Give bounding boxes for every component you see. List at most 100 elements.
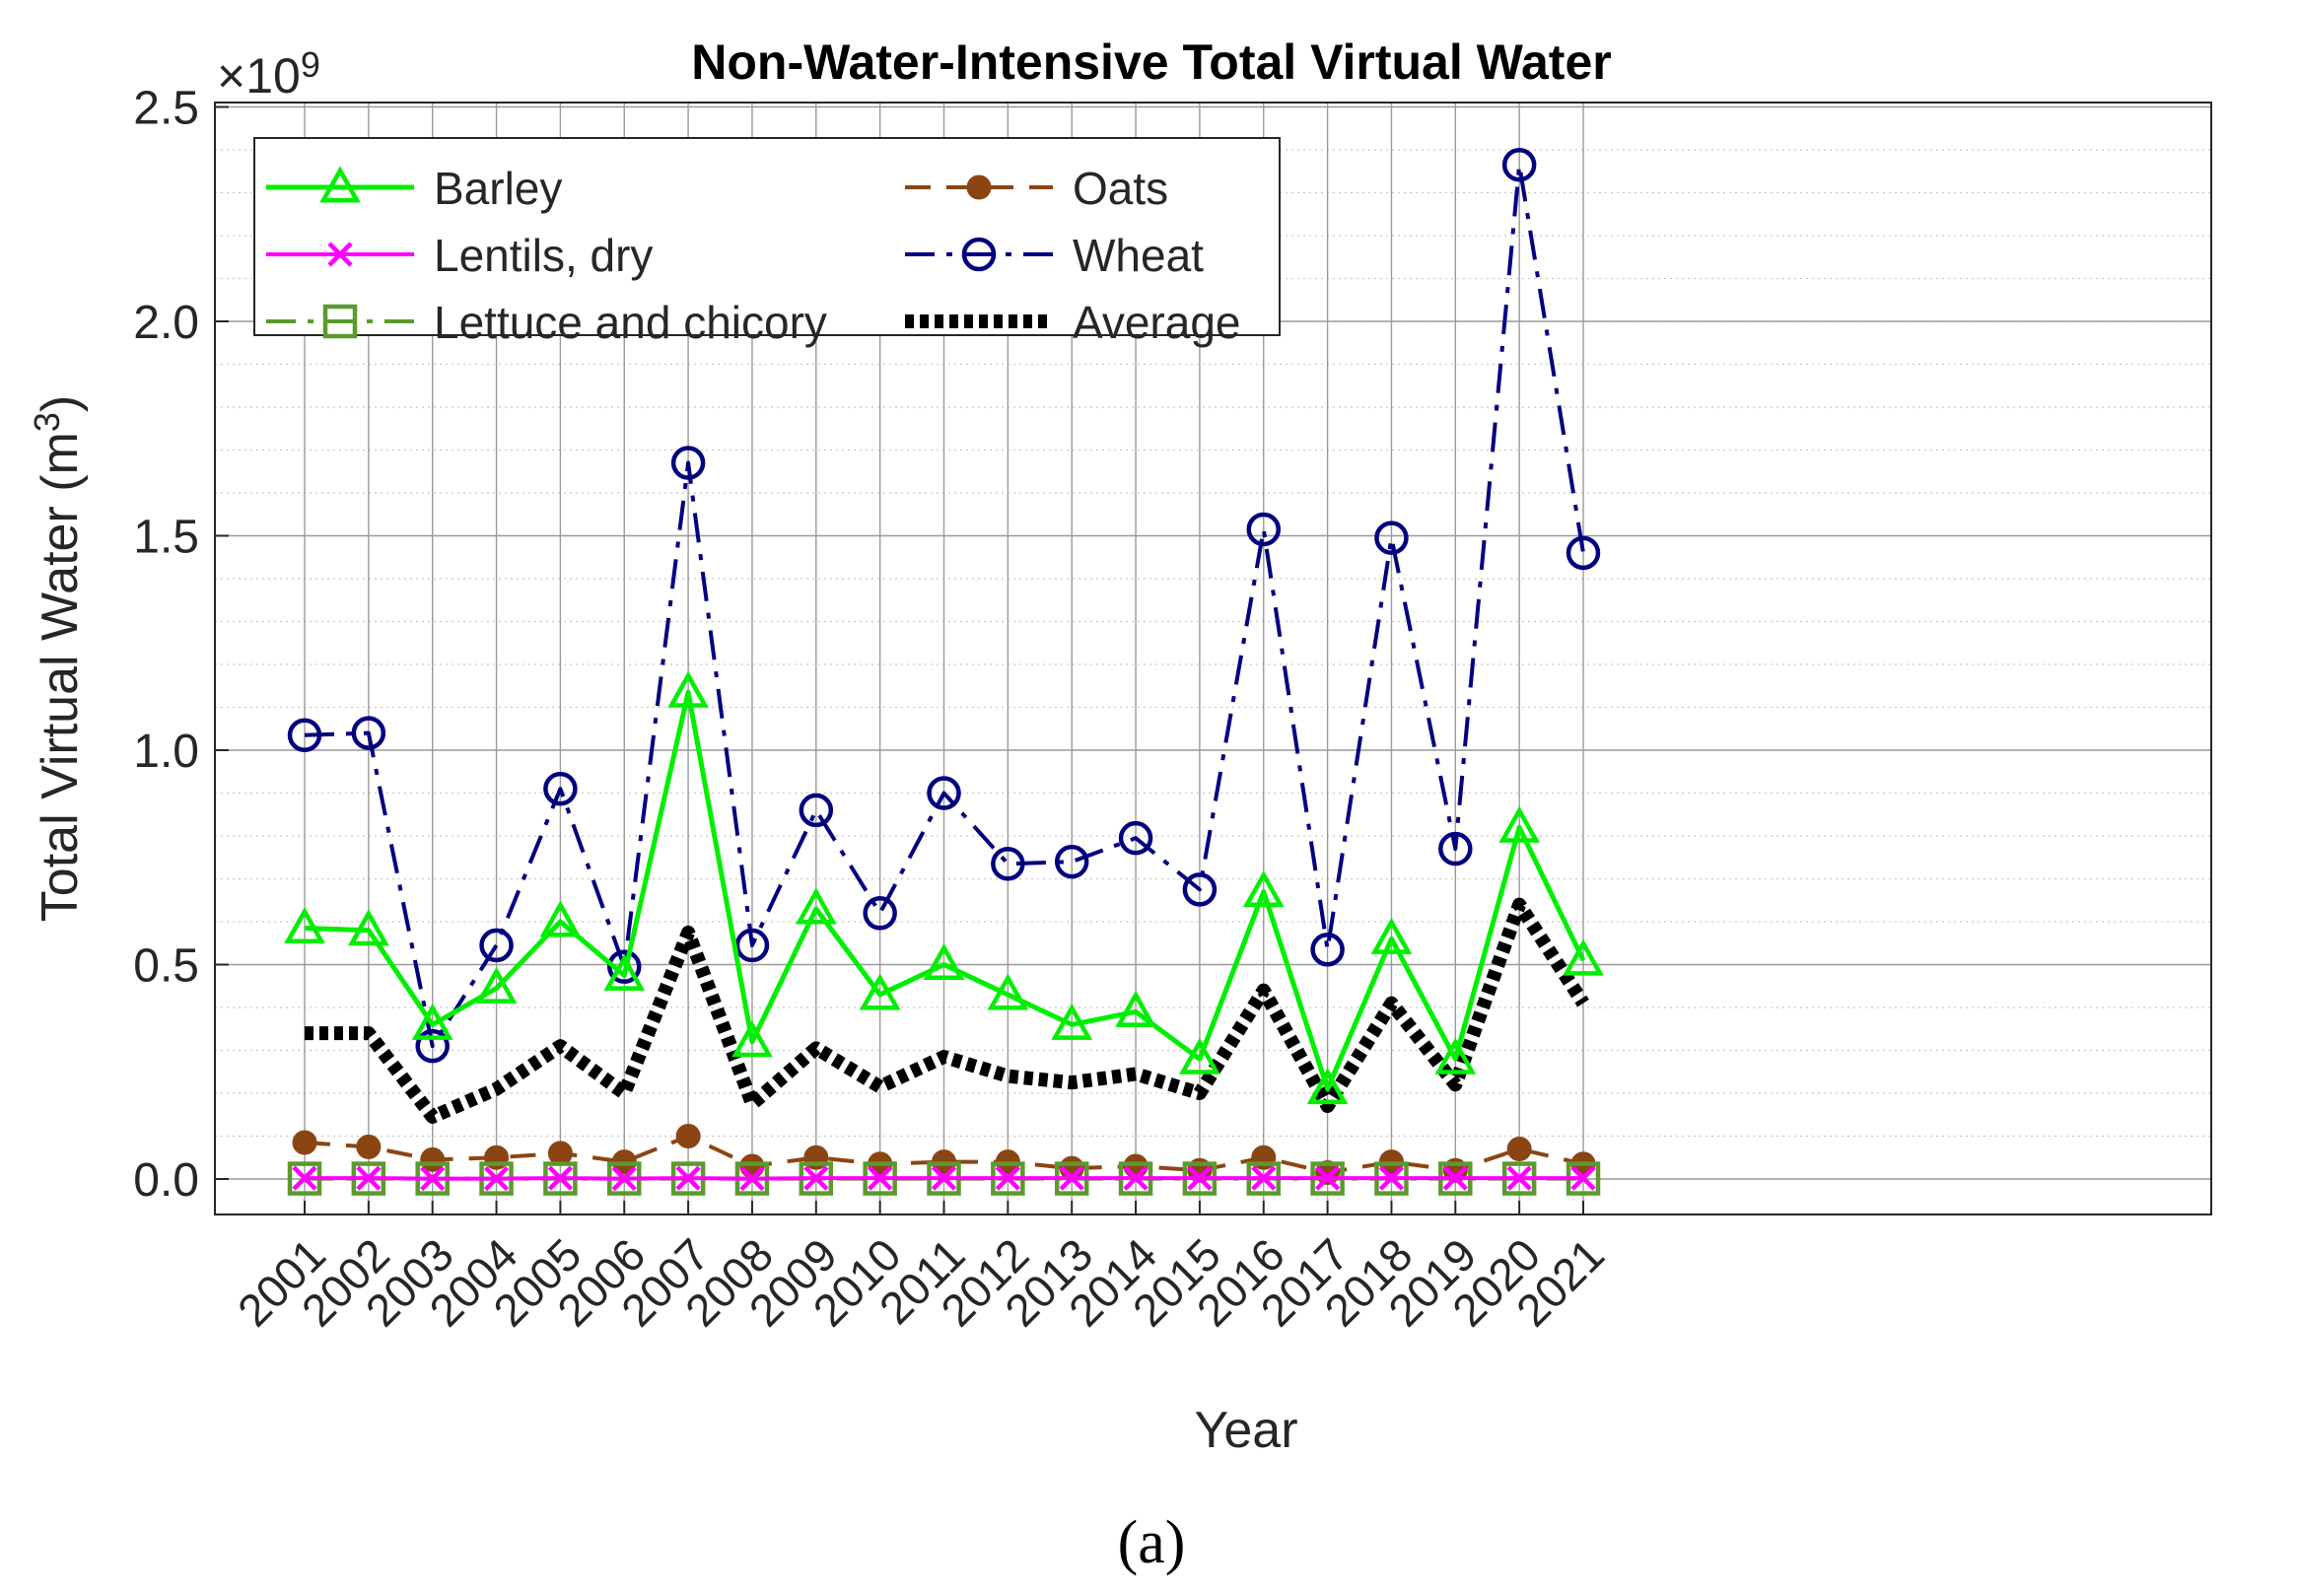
lentils-dry-point xyxy=(1187,1165,1213,1191)
wheat-point xyxy=(415,1028,450,1064)
lentils-dry-point xyxy=(803,1165,829,1191)
series-barley xyxy=(284,670,1604,1105)
series-layer xyxy=(284,147,1604,1196)
lentils-dry-point xyxy=(611,1165,637,1192)
wheat-point xyxy=(1501,147,1537,182)
lentils-dry-point xyxy=(739,1165,765,1192)
series-average xyxy=(305,897,1589,1124)
y-axis-label-close: ) xyxy=(32,395,89,412)
lentils-dry-point xyxy=(931,1165,957,1191)
legend-label-barley: Barley xyxy=(434,163,562,214)
wheat-point xyxy=(1118,820,1153,856)
y-tick-label: 1.0 xyxy=(133,726,199,778)
barley-point xyxy=(603,953,646,991)
lentils-dry-point xyxy=(868,1165,893,1191)
lentils-dry-point xyxy=(675,1165,701,1191)
barley-point xyxy=(539,900,582,937)
lentils-dry-point xyxy=(1378,1165,1405,1191)
wheat-point xyxy=(479,928,514,963)
legend-marker-barley xyxy=(319,166,361,203)
oats-point xyxy=(1506,1137,1532,1162)
legend-marker-oats xyxy=(966,174,992,200)
y-axis-label-superscript: 3 xyxy=(27,412,67,432)
y-tick-label: 2.5 xyxy=(133,83,199,135)
y-tick-label: 2.0 xyxy=(133,297,199,349)
grid xyxy=(215,103,2211,1214)
barley-point xyxy=(1563,938,1604,976)
y-axis-label: Total Virtual Water (m3) xyxy=(27,395,89,922)
series-lentils-dry xyxy=(292,1165,1596,1192)
barley-point xyxy=(475,966,518,1004)
oats-point xyxy=(292,1130,317,1155)
legend-entry-average: Average xyxy=(905,297,1241,348)
lentils-dry-point xyxy=(995,1165,1020,1191)
legend-marker-lettuce-and-chicory xyxy=(322,304,358,339)
wheat-point xyxy=(543,771,578,806)
y-axis-label-text: Total Virtual Water (m xyxy=(32,432,89,922)
wheat-point xyxy=(734,928,770,963)
legend-entry-lettuce-and-chicory: Lettuce and chicory xyxy=(266,297,827,348)
y-tick-label: 0.5 xyxy=(133,940,199,993)
legend-entry-wheat: Wheat xyxy=(905,230,1204,281)
wheat-point xyxy=(607,949,642,984)
wheat-point xyxy=(1374,520,1409,555)
legend-marker-lentils-dry xyxy=(327,242,353,267)
oats-point xyxy=(1123,1153,1149,1179)
oats-point xyxy=(547,1141,573,1166)
barley-point xyxy=(667,670,709,708)
legend-label-oats: Oats xyxy=(1073,163,1168,214)
wheat-point xyxy=(1310,933,1345,967)
barley-point xyxy=(859,973,901,1010)
barley-point xyxy=(1498,805,1540,843)
barley-point xyxy=(795,887,837,925)
wheat-point xyxy=(927,776,961,810)
barley-point xyxy=(987,973,1029,1010)
x-axis-label: Year xyxy=(1194,1402,1297,1459)
lentils-dry-point xyxy=(1442,1165,1468,1191)
legend-box xyxy=(253,137,1281,336)
plot-frame xyxy=(214,102,2212,1215)
barley-point xyxy=(284,906,325,944)
wheat-point xyxy=(1182,872,1218,907)
oats-point xyxy=(356,1134,382,1159)
lentils-dry-point xyxy=(547,1165,573,1191)
legend-label-lettuce-and-chicory: Lettuce and chicory xyxy=(434,297,827,348)
y-exponent-base: ×10 xyxy=(217,48,301,104)
figure-caption: (a) xyxy=(1118,1509,1186,1576)
legend-entry-lentils-dry: Lentils, dry xyxy=(266,230,653,281)
oats-point xyxy=(739,1153,765,1179)
barley-point xyxy=(1434,1037,1477,1075)
legend-label-wheat: Wheat xyxy=(1073,230,1204,281)
barley-point xyxy=(411,1003,453,1040)
lentils-dry-point xyxy=(1251,1165,1277,1191)
wheat-point xyxy=(991,847,1025,881)
legend-entry-oats: Oats xyxy=(905,163,1168,214)
lentils-dry-point xyxy=(292,1165,317,1191)
lentils-dry-point xyxy=(1315,1165,1341,1191)
series-wheat xyxy=(287,147,1601,1064)
lentils-dry-point xyxy=(1059,1165,1084,1191)
wheat-point xyxy=(863,896,897,931)
average-line xyxy=(305,897,1589,1124)
barley-point xyxy=(1242,869,1285,908)
lentils-dry-point xyxy=(420,1165,446,1192)
wheat-point xyxy=(287,718,322,753)
barley-point xyxy=(1179,1037,1220,1075)
barley-point xyxy=(1051,1003,1093,1040)
lentils-dry-point xyxy=(1570,1165,1596,1191)
y-exponent-label: ×109 xyxy=(217,44,320,104)
wheat-point xyxy=(1246,512,1281,547)
lentils-dry-point xyxy=(1506,1165,1532,1191)
y-tick-label: 1.5 xyxy=(133,512,199,564)
lentils-dry-point xyxy=(483,1165,510,1192)
wheat-point xyxy=(670,446,706,480)
legend-label-average: Average xyxy=(1073,297,1241,348)
chart-title: Non-Water-Intensive Total Virtual Water xyxy=(691,35,1611,90)
wheat-point xyxy=(1438,831,1473,867)
y-tick-label: 0.0 xyxy=(133,1154,199,1207)
barley-point xyxy=(348,909,389,946)
wheat-point xyxy=(351,716,386,750)
wheat-point xyxy=(1054,844,1089,879)
lentils-dry-point xyxy=(356,1165,382,1191)
